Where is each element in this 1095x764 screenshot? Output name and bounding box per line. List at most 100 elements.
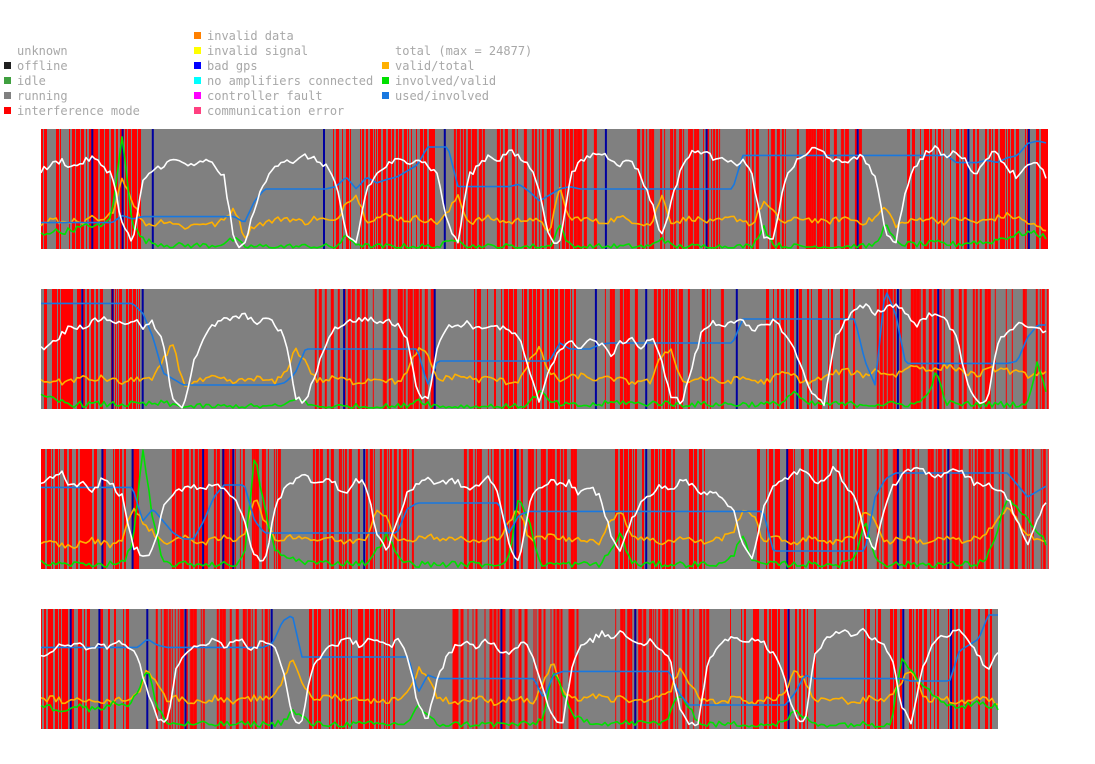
interference-mark [840,129,842,249]
legend-swatch [194,92,201,99]
interference-mark [967,609,968,729]
interference-mark [387,449,389,569]
interference-mark [990,609,992,729]
interference-mark [893,449,896,569]
interference-mark [339,609,341,729]
interference-mark [134,289,136,409]
interference-mark [995,129,998,249]
interference-mark [664,449,665,569]
interference-mark [365,449,368,569]
legend-swatch [194,47,201,54]
interference-mark [917,449,919,569]
interference-mark [989,129,991,249]
legend-item: total (max = 24877) [395,44,532,59]
series-valid-total [40,177,1047,239]
interference-mark [84,609,85,729]
interference-mark [706,289,708,409]
interference-mark [858,129,862,249]
interference-mark [319,609,321,729]
bad-gps-mark [947,449,950,569]
interference-mark [63,609,65,729]
interference-mark [973,129,975,249]
interference-mark [326,449,329,569]
interference-mark [219,609,223,729]
interference-mark [235,609,239,729]
interference-mark [216,609,219,729]
interference-mark [125,129,127,249]
interference-mark [887,289,891,409]
interference-mark [689,449,692,569]
interference-mark [826,129,830,249]
interference-mark [86,449,89,569]
interference-mark [1043,449,1046,569]
interference-mark [799,289,801,409]
interference-mark [411,449,414,569]
interference-mark [86,129,87,249]
series-involved-valid [40,136,1047,249]
interference-mark [634,289,638,409]
bad-gps-mark [151,129,154,249]
interference-mark [666,609,669,729]
interference-mark [777,289,779,409]
interference-mark [556,609,560,729]
interference-mark [657,289,659,409]
interference-mark [91,289,94,409]
interference-mark [937,449,941,569]
bad-gps-mark [896,449,899,569]
interference-mark [560,449,563,569]
interference-mark [89,609,90,729]
interference-mark [928,289,932,409]
interference-mark [913,289,917,409]
interference-mark [379,609,381,729]
bad-gps-mark [121,129,124,249]
interference-mark [775,449,778,569]
interference-mark [612,289,615,409]
interference-mark [667,449,670,569]
interference-mark [511,289,513,409]
interference-mark [615,609,617,729]
interference-mark [59,449,60,569]
interference-mark [463,129,466,249]
interference-mark [234,449,236,569]
interference-mark [251,449,254,569]
interference-mark [453,129,456,249]
interference-mark [264,609,268,729]
bad-gps-mark [787,609,790,729]
interference-mark [255,449,259,569]
interference-mark [693,609,695,729]
interference-mark [801,449,804,569]
interference-mark [930,129,932,249]
interference-mark [239,449,241,569]
interference-mark [642,449,644,569]
interference-mark [892,449,894,569]
bad-gps-mark [141,289,144,409]
interference-mark [670,289,674,409]
interference-mark [185,449,189,569]
interference-mark [565,129,569,249]
interference-mark [376,129,377,249]
series-used-involved [41,614,998,706]
legend-swatch [4,77,11,84]
interference-mark [975,289,978,409]
interference-mark [927,449,931,569]
interference-mark [819,129,823,249]
interference-mark [179,609,181,729]
interference-mark [370,129,373,249]
interference-mark [1000,129,1003,249]
interference-mark [984,289,988,409]
interference-mark [79,129,80,249]
interference-mark [128,129,131,249]
interference-mark [803,609,805,729]
interference-mark [532,129,534,249]
interference-mark [956,129,959,249]
interference-mark [879,289,883,409]
interference-mark [85,449,86,569]
interference-mark [638,609,642,729]
interference-mark [468,449,470,569]
interference-mark [769,449,770,569]
interference-mark [315,449,319,569]
interference-mark [251,609,253,729]
interference-mark [420,129,423,249]
interference-mark [766,449,767,569]
